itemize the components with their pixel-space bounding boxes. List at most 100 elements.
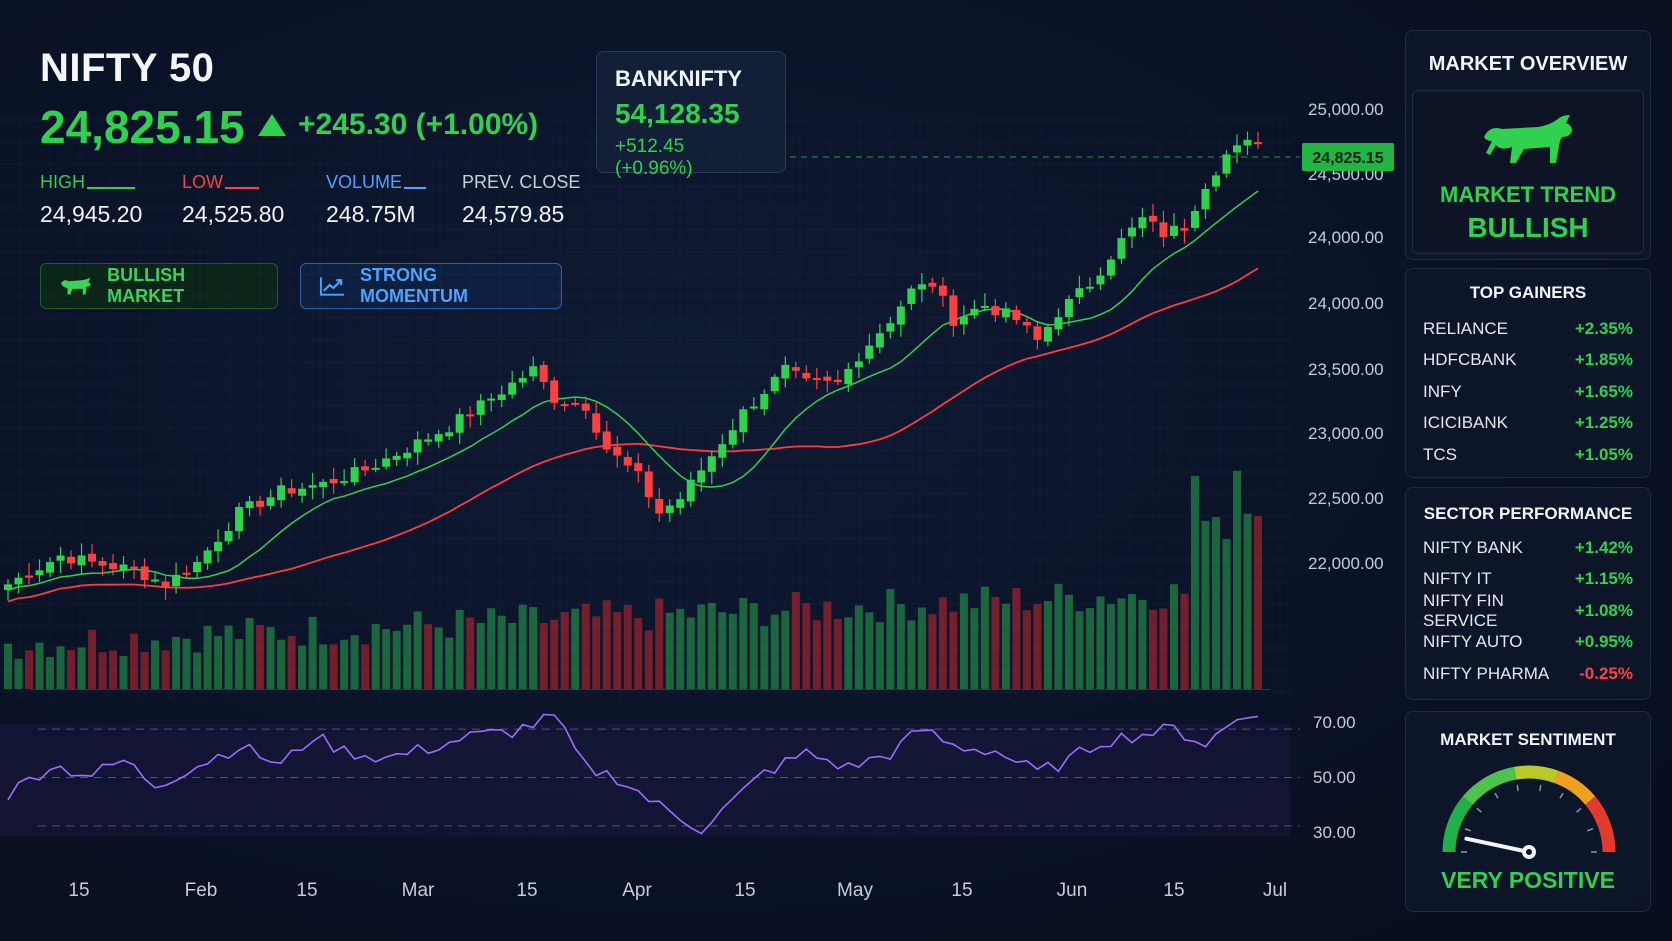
volume-bar	[287, 636, 296, 689]
volume-bar	[256, 624, 265, 689]
candle-body	[1054, 317, 1063, 330]
volume-bar	[539, 623, 548, 689]
volume-bar	[571, 608, 580, 689]
volume-bar	[865, 612, 874, 689]
sector-change: +1.42%	[1574, 537, 1633, 557]
sector-row[interactable]: NIFTY IT +1.15%	[1406, 564, 1650, 596]
sector-change: +0.95%	[1574, 632, 1633, 652]
stat-prev-close-value: 24,579.85	[462, 201, 565, 227]
candle-body	[833, 379, 842, 383]
candle-body	[1180, 228, 1189, 231]
candle-body	[413, 439, 422, 453]
top-gainers-panel: TOP GAINERS RELIANCE +2.35% HDFCBANK +1.85%…	[1405, 268, 1651, 478]
candle-body	[655, 498, 664, 514]
price-tick-label: 24,000.00	[1308, 294, 1384, 313]
bullish-market-badge[interactable]: BULLISH MARKET	[40, 263, 278, 309]
volume-bar	[1180, 593, 1189, 689]
volume-bar	[938, 597, 947, 689]
gainer-row[interactable]: TCS +1.05%	[1406, 439, 1650, 471]
volume-bar	[1012, 587, 1021, 689]
candle-body	[67, 556, 76, 564]
rsi-tick-label: 70.00	[1313, 713, 1356, 732]
sector-performance-list: NIFTY BANK +1.42% NIFTY IT +1.15% NIFTY FIN …	[1406, 532, 1650, 690]
chart-axes: 25,000.0024,500.0024,000.0024,000.0023,5…	[68, 100, 1394, 901]
index-title: NIFTY 50	[40, 46, 215, 90]
volume-bar	[35, 642, 44, 689]
banknifty-price: 54,128.35	[615, 98, 740, 129]
volume-bar	[1169, 584, 1178, 689]
gauge-tick	[1516, 784, 1519, 792]
candle-body	[340, 481, 349, 484]
sector-row[interactable]: NIFTY AUTO +0.95%	[1406, 627, 1650, 659]
candle-body	[235, 507, 244, 532]
sector-row[interactable]: NIFTY FIN SERVICE +1.08%	[1406, 591, 1650, 630]
gainer-change: +2.35%	[1574, 318, 1633, 338]
stat-low-value: 24,525.80	[182, 201, 285, 227]
volume-bar	[697, 604, 706, 689]
gauge-tick	[1539, 784, 1542, 792]
top-gainers-title: TOP GAINERS	[1469, 283, 1587, 302]
candle-body	[718, 444, 727, 458]
banknifty-title: BANKNIFTY	[615, 66, 743, 91]
candle-body	[56, 555, 65, 561]
volume-bar	[392, 630, 401, 689]
candle-body	[581, 403, 590, 411]
volume-bar	[4, 643, 12, 689]
volume-bar	[77, 647, 86, 689]
stat-low-label: LOW	[182, 172, 224, 192]
candle-body	[403, 452, 412, 459]
candle-body	[623, 457, 632, 466]
sector-row[interactable]: NIFTY PHARMA -0.25%	[1406, 658, 1650, 690]
candle-body	[308, 485, 317, 488]
sector-name: NIFTY AUTO	[1423, 632, 1523, 652]
volume-bar	[634, 618, 643, 689]
candle-body	[497, 394, 506, 400]
index-change-value: +245.30 (+1.00%)	[298, 108, 539, 141]
volume-bar	[980, 586, 989, 689]
market-sentiment-panel: MARKET SENTIMENT VERY POSITIVE	[1405, 711, 1651, 912]
candle-body	[109, 563, 118, 570]
volume-bar	[14, 658, 23, 689]
gainer-row[interactable]: RELIANCE +2.35%	[1406, 313, 1650, 345]
volume-bar	[833, 618, 842, 689]
volume-bar	[623, 604, 632, 689]
gainer-row[interactable]: INFY +1.65%	[1406, 376, 1650, 408]
candle-body	[875, 333, 884, 348]
gainer-row[interactable]: HDFCBANK +1.85%	[1406, 345, 1650, 377]
candle-body	[665, 505, 674, 513]
volume-bar	[529, 607, 538, 689]
candle-body	[214, 541, 223, 552]
banknifty-card[interactable]: BANKNIFTY 54,128.35 +512.45 (+0.96%)	[596, 51, 786, 179]
candle-body	[760, 393, 769, 410]
market-overview-panel: MARKET OVERVIEW MARKET TREND BULLISH	[1405, 30, 1651, 260]
volume-bar	[1085, 608, 1094, 689]
volume-bar	[802, 603, 811, 689]
candlesticks	[4, 131, 1262, 601]
candle-body	[161, 581, 170, 588]
current-price-tag	[1302, 143, 1394, 171]
strong-momentum-badge[interactable]: STRONG MOMENTUM	[300, 263, 562, 309]
gauge-segment	[1553, 770, 1596, 805]
moving-average-short-line	[7, 190, 1259, 591]
candle-body	[1211, 175, 1220, 187]
gauge-tick	[1559, 792, 1564, 799]
candle-body	[529, 366, 538, 377]
candle-body	[14, 577, 23, 585]
volume-bar	[1117, 598, 1126, 689]
candle-body	[865, 345, 874, 359]
volume-bar	[56, 646, 65, 689]
bullish-market-label: BULLISH MARKET	[107, 265, 186, 306]
candle-body	[266, 497, 275, 506]
gainer-change: +1.25%	[1574, 413, 1633, 433]
volume-bars	[4, 470, 1270, 690]
stat-prev-close: PREV. CLOSE 24,579.85	[462, 172, 580, 228]
sector-change: -0.25%	[1579, 663, 1633, 683]
sector-performance-title: SECTOR PERFORMANCE	[1423, 504, 1633, 523]
volume-bar	[151, 640, 160, 689]
gainer-row[interactable]: ICICIBANK +1.25%	[1406, 408, 1650, 440]
sector-row[interactable]: NIFTY BANK +1.42%	[1406, 532, 1650, 564]
volume-bar	[917, 607, 926, 689]
rsi-line	[7, 713, 1259, 835]
stat-volume-label: VOLUME	[326, 172, 403, 192]
